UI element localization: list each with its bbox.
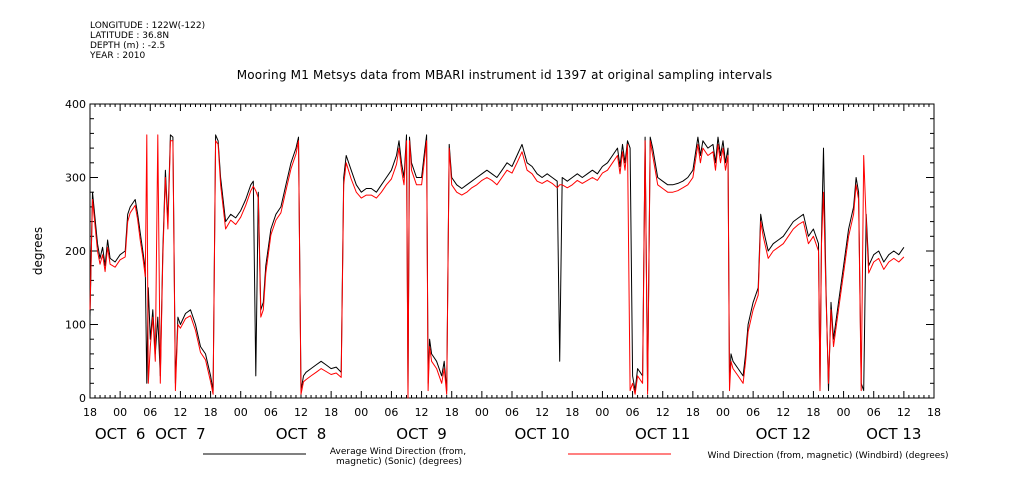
- y-tick-label: 100: [65, 319, 86, 332]
- longitude-label: LONGITUDE : 122W(-122): [90, 21, 206, 31]
- x-tick-label: 00: [113, 406, 127, 419]
- x-tick-label: 06: [505, 406, 519, 419]
- x-date-label: OCT 11: [635, 425, 690, 443]
- x-tick-label: 12: [535, 406, 549, 419]
- x-tick-label: 18: [565, 406, 579, 419]
- x-tick-label: 12: [656, 406, 670, 419]
- y-tick-label: 300: [65, 172, 86, 185]
- x-tick-label: 18: [83, 406, 97, 419]
- chart-labels: 0 100 200 300 400 degrees 18 00 06 12 18 00 06 12 18 00…: [31, 98, 941, 443]
- y-tick-label: 0: [79, 392, 86, 405]
- x-tick-label: 18: [324, 406, 338, 419]
- y-tick-label: 400: [65, 98, 86, 111]
- x-tick-label: 12: [173, 406, 187, 419]
- x-date-label: OCT 9: [396, 425, 447, 443]
- x-tick-label: 06: [384, 406, 398, 419]
- chart-series: [89, 134, 905, 399]
- legend-label-sonic-line1: Average Wind Direction (from,: [330, 447, 466, 457]
- x-tick-label: 18: [927, 406, 941, 419]
- x-tick-label: 06: [626, 406, 640, 419]
- x-tick-label: 06: [264, 406, 278, 419]
- legend-label-windbird: Wind Direction (from, magnetic) (Windbir…: [708, 451, 949, 461]
- x-tick-label: 06: [746, 406, 760, 419]
- x-tick-label: 00: [354, 406, 368, 419]
- x-tick-label: 12: [897, 406, 911, 419]
- x-tick-label: 00: [595, 406, 609, 419]
- x-tick-label: 00: [234, 406, 248, 419]
- chart-title: Mooring M1 Metsys data from MBARI instru…: [236, 68, 773, 82]
- series-line-windbird: [89, 134, 905, 399]
- x-date-label: OCT 7: [155, 425, 206, 443]
- x-tick-label: 12: [294, 406, 308, 419]
- plot-frame: [89, 103, 935, 399]
- metadata-block: LONGITUDE : 122W(-122) LATITUDE : 36.8N …: [90, 21, 205, 61]
- x-tick-label: 18: [445, 406, 459, 419]
- x-date-label: OCT 8: [276, 425, 327, 443]
- x-date-label: OCT 6: [95, 425, 146, 443]
- x-tick-label: 12: [415, 406, 429, 419]
- x-tick-label: 18: [686, 406, 700, 419]
- x-date-label: OCT 12: [756, 425, 811, 443]
- x-tick-label: 06: [867, 406, 881, 419]
- x-tick-label: 00: [475, 406, 489, 419]
- x-tick-label: 18: [204, 406, 218, 419]
- chart-axes: [89, 103, 935, 399]
- depth-label: DEPTH (m) : -2.5: [90, 41, 166, 51]
- legend-label-sonic-line2: magnetic) (Sonic) (degrees): [336, 457, 462, 467]
- x-tick-label: 18: [806, 406, 820, 419]
- x-date-label: OCT 10: [514, 425, 569, 443]
- x-tick-label: 06: [143, 406, 157, 419]
- year-label: YEAR : 2010: [90, 51, 146, 61]
- series-line-sonic: [89, 134, 905, 392]
- x-date-label: OCT 13: [866, 425, 921, 443]
- x-tick-label: 00: [837, 406, 851, 419]
- latitude-label: LATITUDE : 36.8N: [90, 31, 170, 41]
- chart-legend: Average Wind Direction (from,magnetic) (…: [203, 447, 948, 467]
- x-tick-label: 12: [776, 406, 790, 419]
- x-tick-label: 00: [716, 406, 730, 419]
- y-tick-label: 200: [65, 245, 86, 258]
- y-axis-label: degrees: [31, 227, 45, 275]
